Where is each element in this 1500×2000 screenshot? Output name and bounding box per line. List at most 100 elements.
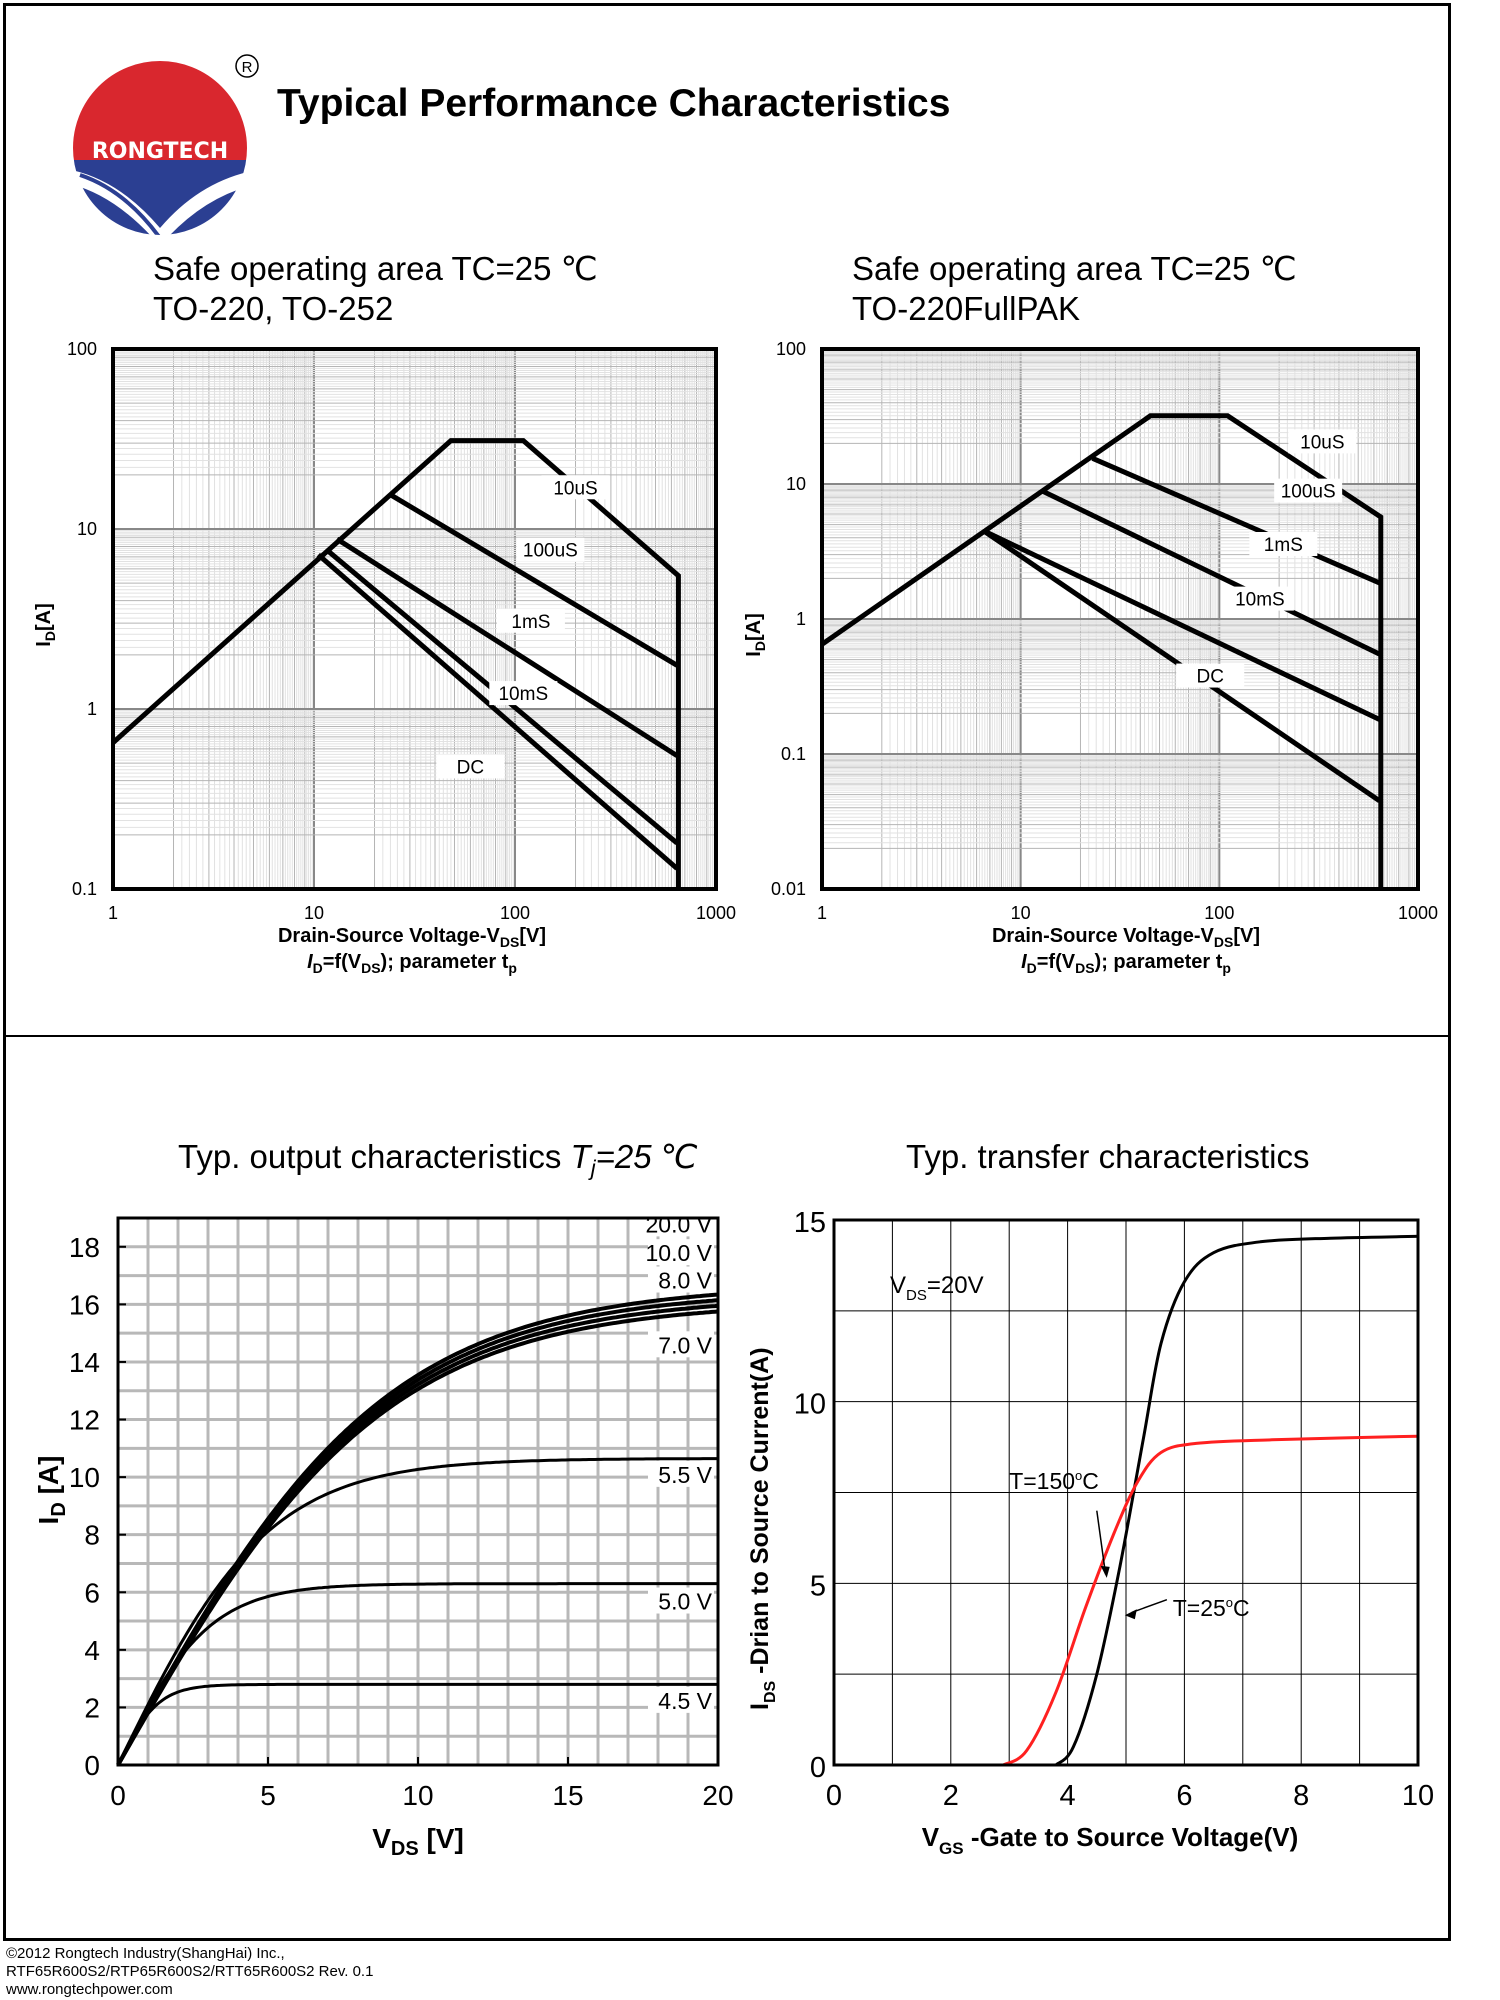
y-tick-label: 2 (84, 1692, 100, 1723)
transfer-vds-annotation: VDS=20V (890, 1272, 984, 1304)
transfer-title: Typ. transfer characteristics (906, 1138, 1310, 1175)
footer-part-numbers: RTF65R600S2/RTP65R600S2/RTT65R600S2 Rev.… (6, 1963, 374, 1980)
y-tick-label: 0 (84, 1750, 100, 1781)
x-tick-label: 0 (826, 1780, 842, 1812)
soa2-chart: 10uS 100uS 1mS 10mS DC 1 10 100 1000 100 10 1 0.1 0.… (743, 339, 1438, 976)
y-tick-label: 100 (776, 339, 806, 359)
soa-label-bg-10us (1288, 429, 1357, 454)
soa-line-100us (389, 492, 679, 668)
soa-label-bg-1ms (496, 608, 565, 633)
y-tick-label: 4 (84, 1635, 100, 1666)
soa2-plot-frame (820, 347, 1420, 891)
y-tick-label: 12 (69, 1405, 100, 1436)
y-tick-label: 8 (84, 1520, 100, 1551)
output-label-45V: 4.5 V (658, 1688, 712, 1714)
output-label-bg (648, 1239, 714, 1266)
output-label-50V: 5.0 V (658, 1589, 712, 1615)
output-label-80V: 8.0 V (658, 1268, 712, 1294)
soa-label-bg-10ms (489, 681, 558, 706)
x-tick-label: 15 (552, 1780, 583, 1811)
y-tick-label: 16 (69, 1289, 100, 1320)
soa-label-bg-dc (436, 754, 505, 779)
x-tick-label: 10 (1011, 903, 1031, 923)
soa-label-10ms: 10mS (498, 684, 548, 705)
x-tick-label: 10 (1402, 1780, 1434, 1812)
page-title: Typical Performance Characteristics (277, 82, 951, 125)
transfer-plot-frame (832, 1218, 1420, 1767)
x-tick-label: 1 (108, 903, 118, 923)
output-title-prefix: Typ. output characteristics (178, 1138, 571, 1175)
x-tick-label: 1 (817, 903, 827, 923)
t150-label-unit: C (1082, 1468, 1099, 1494)
output-curve-70V (116, 1309, 719, 1766)
rongtech-logo: RONGTECH R (71, 54, 259, 237)
page-frame (3, 3, 1451, 1941)
soa1-subcaption: ID=f(VDS); parameter tp (307, 951, 517, 976)
soa-label-bg-10ms (1225, 586, 1294, 611)
y-tick-label: 0 (810, 1752, 826, 1784)
t25-label-unit: C (1233, 1595, 1250, 1621)
y-tick-label: 5 (810, 1570, 826, 1602)
soa-label-10ms: 10mS (1235, 590, 1285, 611)
soa-label-10us: 10uS (553, 478, 597, 499)
x-tick-label: 1000 (696, 903, 736, 923)
soa-label-1ms: 1mS (1264, 535, 1303, 556)
soa-line-dc (316, 552, 679, 871)
transfer-curve-t150 (1002, 1434, 1419, 1767)
x-tick-label: 100 (1204, 903, 1234, 923)
x-tick-label: 10 (402, 1780, 433, 1811)
t25-leader-line (1131, 1598, 1168, 1614)
y-tick-label: 10 (69, 1462, 100, 1493)
soa-line-1ms (1042, 489, 1381, 657)
output-plot-frame (116, 1216, 720, 1767)
soa2-title: Safe operating area TC=25 ℃ TO-220FullPA… (852, 249, 1297, 329)
x-tick-label: 100 (500, 903, 530, 923)
transfer-ylabel: IDS -Drian to Source Current(A) (746, 1347, 779, 1710)
soa-label-bg-100us (1274, 478, 1343, 503)
output-title-italic: T (570, 1138, 591, 1175)
transfer-label-t25: T=25oC (1173, 1595, 1250, 1621)
y-tick-label: 1 (796, 609, 806, 629)
y-tick-label: 6 (84, 1577, 100, 1608)
output-title-suffix: =25 ℃ (595, 1138, 698, 1175)
soa1-plot-frame (111, 347, 718, 891)
output-title-italic-sub: j (590, 1155, 596, 1181)
registered-mark: R (242, 59, 253, 76)
x-tick-label: 0 (110, 1780, 126, 1811)
footer-website: www.rongtechpower.com (6, 1981, 173, 1998)
output-curve-55V (116, 1457, 718, 1766)
soa-line-10ms (982, 528, 1381, 722)
t150-label-prefix: T=150 (1009, 1468, 1075, 1494)
output-chart: 20.0 V 10.0 V8.0 V 7.0 V 5.5 V 5.0 V 4.5 V 0 5… (33, 1210, 734, 1860)
soa-label-bg-dc (1176, 663, 1245, 688)
soa-label-100us: 100uS (1281, 482, 1336, 503)
soa2-subcaption: ID=f(VDS); parameter tp (1021, 951, 1231, 976)
y-tick-label: 100 (67, 339, 97, 359)
output-label-bg (648, 1686, 714, 1713)
output-label-bg (648, 1331, 714, 1358)
x-tick-label: 20 (702, 1780, 733, 1811)
t25-leader-arrow (1124, 1609, 1137, 1620)
output-title: Typ. output characteristics Tj=25 ℃ (178, 1137, 698, 1189)
x-tick-label: 1000 (1398, 903, 1438, 923)
y-tick-label: 14 (69, 1347, 100, 1378)
soa-line-100us (1091, 456, 1381, 586)
soa-label-dc: DC (1197, 667, 1224, 688)
section-divider (3, 1035, 1451, 1037)
soa-label-1ms: 1mS (511, 612, 550, 633)
soa-label-bg-1ms (1249, 532, 1318, 557)
output-label-100V: 10.0 V (646, 1240, 713, 1266)
output-label-bg (648, 1460, 714, 1487)
y-tick-label: 18 (69, 1232, 100, 1263)
logo-brand-text: RONGTECH (92, 139, 228, 164)
soa-label-10us: 10uS (1300, 432, 1344, 453)
t150-leader-arrow (1100, 1565, 1110, 1578)
output-curve-50V (116, 1582, 718, 1766)
x-tick-label: 2 (943, 1780, 959, 1812)
output-ylabel: ID [A] (33, 1456, 70, 1525)
output-curve-45V (116, 1682, 718, 1766)
soa1-xlabel: Drain-Source Voltage-VDS[V] (278, 925, 546, 950)
footer-copyright: ©2012 Rongtech Industry(ShangHai) Inc., (6, 1945, 285, 1962)
soa1-title-line2: TO-220, TO-252 (153, 290, 394, 327)
output-label-bg (648, 1587, 714, 1614)
